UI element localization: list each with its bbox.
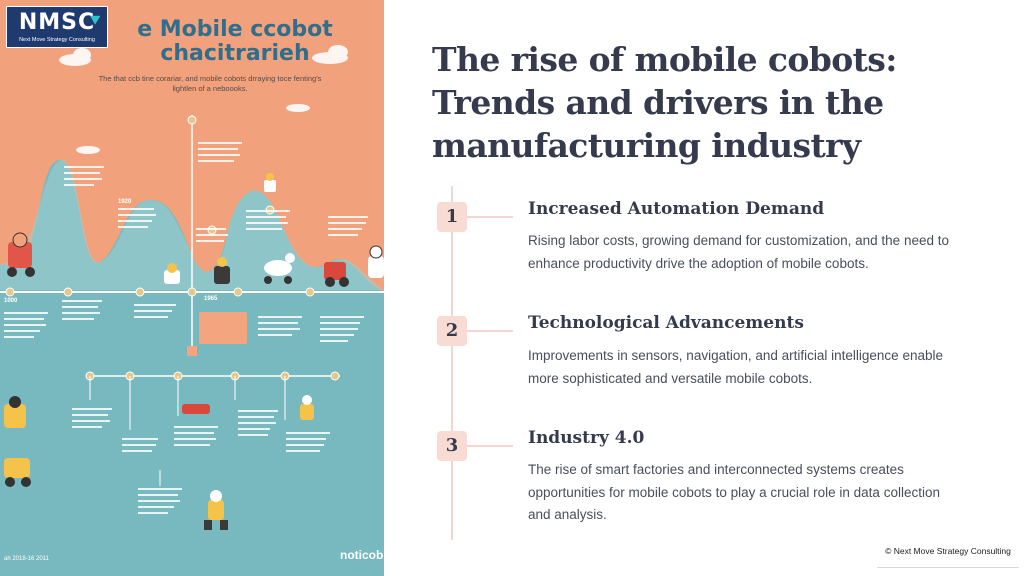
infographic-brand: noticob: [340, 548, 384, 562]
step-3-desc-line2: opportunities for mobile cobots to play …: [528, 484, 940, 500]
step-3-description: The rise of smart factories and intercon…: [528, 459, 978, 527]
infographic-art: 1000 1920 1965: [0, 0, 384, 576]
page-title-line3: manufacturing industry: [432, 126, 861, 165]
page-title-line1: The rise of mobile cobots:: [432, 40, 897, 79]
infographic-title-line2: chacitrarieh: [160, 41, 310, 66]
step-2-desc-line2: more sophisticated and versatile mobile …: [528, 370, 813, 386]
step-3-title: Industry 4.0: [528, 428, 645, 448]
step-1-badge: 1: [437, 202, 467, 232]
step-1-title: Increased Automation Demand: [528, 199, 825, 219]
page-title: The rise of mobile cobots: Trends and dr…: [432, 38, 952, 167]
svg-text:1000: 1000: [4, 298, 18, 304]
step-1-desc-line1: Rising labor costs, growing demand for c…: [528, 233, 949, 248]
step-2-description: Improvements in sensors, navigation, and…: [528, 345, 978, 390]
step-3-desc-line1: The rise of smart factories and intercon…: [528, 462, 904, 477]
step-1-description: Rising labor costs, growing demand for c…: [528, 230, 978, 275]
step-2-desc-line1: Improvements in sensors, navigation, and…: [528, 348, 943, 363]
timeline-line: [451, 186, 453, 540]
step-2-badge: 2: [437, 316, 467, 346]
infographic-title: e Mobile ccobot chacitrarieh: [110, 18, 360, 66]
infographic-footer-date: ah 2018-16 2011: [4, 556, 49, 562]
step-3-desc-line3: and analysis.: [528, 507, 607, 522]
step-1-desc-line2: enhance productivity drive the adoption …: [528, 255, 869, 271]
infographic-subtitle: The that ccb tine corariar, and mobile c…: [98, 74, 322, 93]
svg-text:1965: 1965: [204, 296, 218, 302]
page-title-line2: Trends and drivers in the: [432, 83, 884, 122]
infographic-title-line1: e Mobile ccobot: [137, 17, 333, 42]
logo-mark: NMSC: [18, 10, 96, 35]
step-1-connector: [467, 216, 513, 218]
infographic-panel: 1000 1920 1965 NMSC Next Move Strategy Con…: [0, 0, 384, 576]
company-logo[interactable]: NMSC Next Move Strategy Consulting: [6, 6, 108, 48]
copyright-notice: © Next Move Strategy Consulting: [877, 540, 1019, 568]
svg-text:1920: 1920: [118, 199, 132, 205]
logo-tagline: Next Move Strategy Consulting: [19, 37, 95, 43]
step-2-title: Technological Advancements: [528, 313, 804, 333]
step-3-badge: 3: [437, 431, 467, 461]
step-3-connector: [467, 445, 513, 447]
step-2-connector: [467, 330, 513, 332]
